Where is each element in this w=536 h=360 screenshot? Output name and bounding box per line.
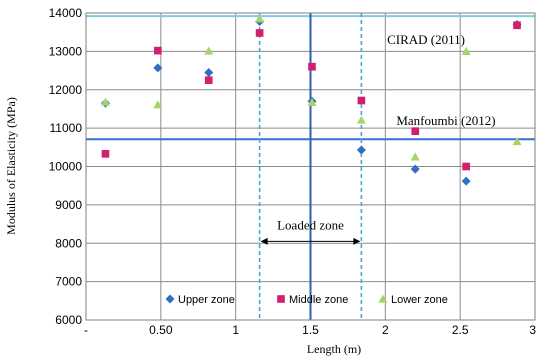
y-tick-label: 8000 [55,236,82,250]
reference-line-label: CIRAD (2011) [387,32,465,47]
legend-marker-lower-zone [378,294,388,303]
x-axis-label: Length (m) [307,342,361,356]
legend-label-middle-zone: Middle zone [289,294,348,306]
y-tick-label: 13000 [49,44,83,58]
legend-marker-middle-zone [277,295,285,303]
upper-zone-point [461,176,471,186]
lower-zone-point [307,97,317,107]
legend-marker-upper-zone [165,294,175,304]
y-tick-label: 7000 [55,275,82,289]
x-tick-label: 1.5 [302,323,319,337]
middle-zone-point [154,46,162,55]
upper-zone-point [204,67,214,77]
x-tick-labels: - 0.50 1 1.5 2 2.5 3 [84,323,536,337]
lower-zone-point [153,100,163,109]
middle-zone-point [308,62,316,71]
lower-zone-point [461,46,471,55]
legend: Upper zone Middle zone Lower zone [165,294,448,306]
upper-zone-point [356,145,366,155]
x-tick-label: 0.50 [149,323,173,337]
x-tick-label: 2 [382,323,389,337]
lower-zone-point [100,97,110,106]
lower-zone-point [512,137,522,146]
arrowhead-left [260,237,268,245]
middle-zone-point [255,29,264,37]
middle-zone-point [101,150,110,158]
legend-label-upper-zone: Upper zone [178,294,235,306]
y-axis-label: Modulus of Elasticity (MPa) [4,97,18,235]
x-tick-label: 2.5 [452,323,469,337]
middle-zone-point [462,162,470,171]
middle-zone-point [411,127,420,136]
y-tick-label: 12000 [49,83,83,97]
x-tick-label: 3 [529,323,536,337]
y-tick-label: 10000 [49,160,83,174]
middle-zone-point [513,21,521,30]
arrowhead-right [353,237,361,245]
loaded-zone-label: Loaded zone [277,217,344,232]
reference-line-label: Manfoumbi (2012) [396,113,495,128]
upper-zone-point [153,63,163,73]
legend-label-lower-zone: Lower zone [391,294,448,306]
y-tick-label: 9000 [55,198,82,212]
lower-zone-point [410,152,420,161]
data-points [100,14,522,186]
y-tick-label: 11000 [50,121,83,135]
annotations: CIRAD (2011) Manfoumbi (2012) Loaded zone [260,32,496,245]
lower-zone-point [255,14,265,23]
y-tick-label: 6000 [55,313,82,327]
x-tick-label: - [84,323,88,337]
y-tick-labels: 6000 7000 8000 9000 10000 11000 12000 13000 1400… [49,6,83,327]
plot-border [85,12,536,321]
x-tick-label: 1 [232,323,239,337]
lower-zone-point [356,115,366,124]
middle-zone-point [357,96,366,105]
lower-zone-point [204,46,214,55]
upper-zone-point [410,164,420,174]
middle-zone-point [204,76,213,84]
y-tick-label: 14000 [49,6,83,20]
